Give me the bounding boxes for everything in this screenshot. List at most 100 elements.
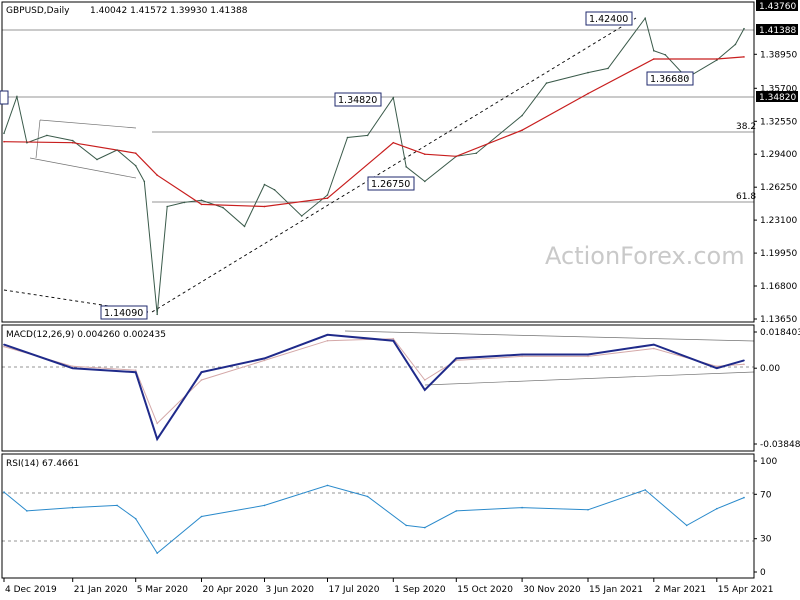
price-series-point [366, 134, 369, 137]
price-series-point [405, 166, 408, 168]
high-label-142400: 1.42400 [589, 14, 628, 25]
macd-signal-series-point [455, 359, 458, 362]
label-126750: 1.26750 [371, 179, 410, 190]
macd-signal-series-point [653, 347, 655, 350]
price-axis-tick-label: 1.13650 [760, 315, 797, 325]
rsi-pane: RSI(14) 67.4661 100 70 30 0 [1, 453, 777, 579]
price-series-point [134, 164, 137, 167]
moving-average-series-point [424, 153, 426, 155]
channel-upper [39, 119, 137, 129]
moving-average-series-point [392, 141, 395, 144]
price-series-point [156, 313, 158, 316]
macd-series-point [263, 357, 266, 360]
price-series-point [166, 205, 168, 208]
macd-series-point [521, 353, 523, 356]
rsi-series-point [405, 524, 408, 527]
price-series-point [346, 136, 349, 139]
price-series-point [653, 49, 655, 52]
price-series-point [243, 225, 246, 228]
rsi-axis-tick-label: 30 [760, 535, 772, 545]
channel-lower [29, 157, 137, 179]
x-axis-tick-label: 17 Jul 2020 [329, 585, 380, 595]
price-series-point [300, 215, 303, 217]
price-series-point [716, 59, 718, 61]
price-series-point [183, 201, 186, 204]
x-axis-tick-label: 1 Sep 2020 [394, 585, 446, 595]
x-axis-tick-label: 30 Nov 2020 [523, 585, 581, 595]
moving-average-series-point [521, 129, 523, 131]
moving-average-series-point [716, 58, 718, 60]
macd-series-point [587, 353, 589, 356]
price-series-point [16, 95, 18, 98]
rsi-series-point [134, 517, 137, 520]
rsi-series-point [587, 509, 589, 511]
rsi-series-point [685, 524, 688, 527]
macd-signal-series-point [71, 365, 74, 368]
rsi-series-point [116, 504, 118, 507]
rsi-series-point [644, 489, 646, 491]
moving-average-series-point [156, 174, 158, 176]
macd-axis-tick-label: 0.00 [760, 364, 780, 374]
price-axis-tick-label: 1.26250 [760, 183, 797, 193]
price-series-point [326, 194, 329, 196]
rsi-title: RSI(14) 67.4661 [6, 459, 79, 469]
rsi-axis-tick-label: 0 [760, 568, 766, 578]
price-series-point [71, 139, 74, 142]
x-axis-tick-label: 21 Jan 2020 [74, 585, 128, 595]
moving-average-series-point [455, 155, 458, 158]
rsi-series-point [716, 507, 718, 510]
rsi-series-point [521, 506, 523, 509]
moving-average-series-point [326, 197, 329, 199]
macd-series-point [3, 343, 5, 346]
macd-series-point [743, 359, 745, 362]
price-axis-tick-label: 1.23100 [760, 216, 797, 226]
price-series-point [392, 96, 395, 99]
macd-pane: MACD(12,26,9) 0.004260 0.002435 0.018403… [1, 324, 800, 452]
price-series-point [222, 206, 224, 209]
rsi-series-point [263, 504, 266, 507]
macd-axis-tick-label: -0.038483 [760, 440, 800, 450]
price-series-point [734, 43, 737, 46]
rsi-series-point [156, 552, 158, 554]
price-series-point [96, 158, 98, 161]
rsi-axis-tick-label: 70 [760, 490, 772, 500]
macd-signal-series-point [716, 365, 718, 368]
rsi-series-point [424, 526, 426, 529]
macd-axis-tick-label: 0.018403 [760, 328, 800, 338]
label-136680: 1.36680 [650, 74, 689, 85]
macd-signal-series-point [134, 369, 137, 372]
macd-series-point [156, 438, 158, 440]
moving-average-series-point [263, 205, 266, 208]
price-axis-tick-label: 1.19950 [760, 249, 797, 259]
x-axis-tick-label: 4 Dec 2019 [5, 585, 57, 595]
price-series-point [116, 149, 118, 151]
watermark: ActionForex.com [545, 242, 745, 270]
price-series-point [143, 180, 146, 183]
rsi-axis: 100 70 30 0 [754, 457, 777, 578]
macd-series-point [424, 389, 426, 391]
macd-signal-series-point [587, 355, 589, 358]
trendline-up [151, 17, 637, 313]
rsi-series-point [366, 495, 369, 498]
price-series-point [545, 82, 548, 84]
price-series-point [3, 132, 5, 135]
price-series-point [200, 199, 203, 202]
rsi-series-point [455, 510, 458, 512]
macd-signal-series-point [263, 359, 266, 362]
price-series-point [475, 152, 478, 154]
price-series-point [521, 114, 523, 117]
rsi-series-point [200, 515, 203, 518]
macd-signal-series-point [424, 379, 426, 381]
price-series-point [607, 67, 609, 70]
macd-series-point [71, 367, 74, 370]
price-series-point [644, 17, 646, 20]
moving-average-series-point [587, 92, 589, 95]
price-series-point [26, 141, 28, 144]
macd-series-point [455, 357, 458, 360]
price-series-point [46, 134, 48, 137]
price-pane: ActionForex.com GBPUSD,Daily 1.40042 1.4… [0, 0, 798, 325]
moving-average-series-point [200, 203, 203, 206]
rsi-series-point [26, 510, 28, 512]
macd-signal-series-point [743, 363, 745, 366]
